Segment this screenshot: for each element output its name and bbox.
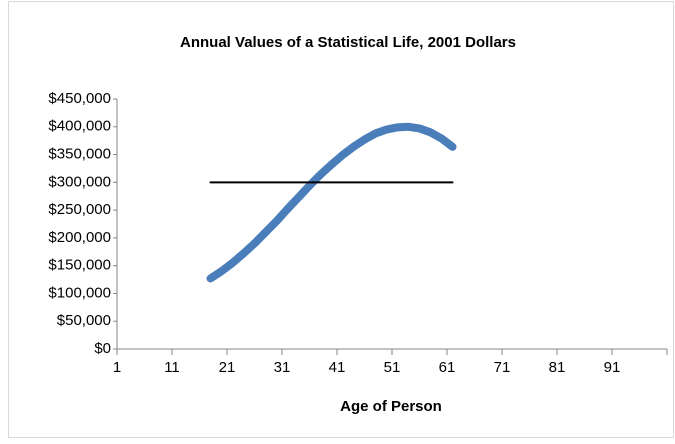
x-tick-label: 71 bbox=[494, 359, 511, 376]
x-tick-label: 91 bbox=[604, 359, 621, 376]
x-tick-label: 51 bbox=[384, 359, 401, 376]
chart-border bbox=[8, 1, 674, 438]
y-tick-label: $50,000 bbox=[57, 312, 111, 329]
y-tick-label: $100,000 bbox=[48, 284, 111, 301]
y-tick-label: $0 bbox=[94, 340, 111, 357]
y-tick-label: $250,000 bbox=[48, 201, 111, 218]
line-series bbox=[206, 122, 457, 283]
y-tick-label: $300,000 bbox=[48, 173, 111, 190]
chart-title: Annual Values of a Statistical Life, 200… bbox=[180, 34, 516, 51]
x-tick-label: 41 bbox=[329, 359, 346, 376]
x-tick-label: 21 bbox=[219, 359, 236, 376]
y-tick-label: $450,000 bbox=[48, 90, 111, 107]
x-tick-label: 61 bbox=[439, 359, 456, 376]
y-tick-label: $200,000 bbox=[48, 229, 111, 246]
y-tick-label: $350,000 bbox=[48, 146, 111, 163]
x-axis-label: Age of Person bbox=[340, 398, 442, 415]
y-tick-label: $150,000 bbox=[48, 257, 111, 274]
y-tick-label: $400,000 bbox=[48, 118, 111, 135]
x-tick-label: 11 bbox=[164, 359, 180, 376]
x-tick-label: 81 bbox=[549, 359, 566, 376]
x-tick-label: 1 bbox=[113, 359, 121, 376]
x-tick-label: 31 bbox=[274, 359, 291, 376]
